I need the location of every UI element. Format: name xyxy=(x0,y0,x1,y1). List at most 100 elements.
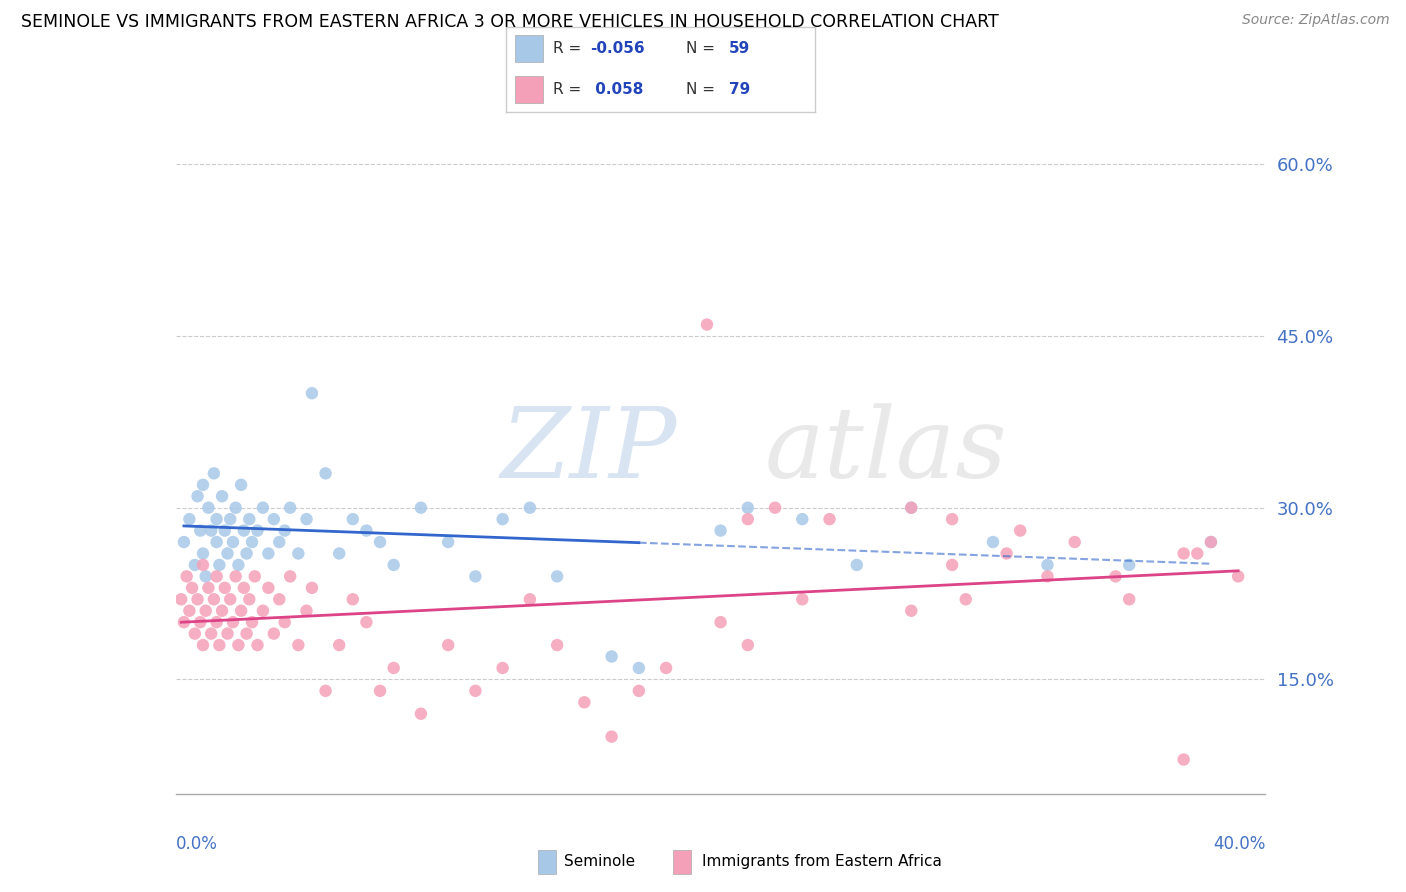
Point xyxy=(217,546,239,561)
Point xyxy=(228,558,250,572)
Point xyxy=(191,558,214,572)
Point xyxy=(941,558,963,572)
Point xyxy=(219,512,242,526)
Text: N =: N = xyxy=(686,82,720,97)
Point xyxy=(1063,535,1085,549)
Point xyxy=(368,535,391,549)
Point xyxy=(191,546,214,561)
Point xyxy=(845,558,868,572)
Point xyxy=(240,615,263,630)
Point xyxy=(955,592,977,607)
Point xyxy=(214,524,236,538)
Point xyxy=(252,500,274,515)
Point xyxy=(211,489,233,503)
Point xyxy=(278,569,301,583)
Point xyxy=(627,683,650,698)
Point xyxy=(382,558,405,572)
Point xyxy=(464,683,486,698)
Point xyxy=(243,569,266,583)
Point xyxy=(287,546,309,561)
Point xyxy=(792,512,814,526)
Point xyxy=(197,500,219,515)
Point xyxy=(1199,535,1222,549)
Point xyxy=(179,512,201,526)
Point xyxy=(269,592,291,607)
Point xyxy=(464,569,486,583)
Point xyxy=(191,638,214,652)
Point xyxy=(600,730,623,744)
Point xyxy=(194,569,217,583)
Point xyxy=(710,524,733,538)
Text: R =: R = xyxy=(553,41,586,56)
Point xyxy=(170,592,193,607)
Point xyxy=(274,524,297,538)
Point xyxy=(205,535,228,549)
Point xyxy=(191,478,214,492)
Point xyxy=(186,592,209,607)
Point xyxy=(184,558,207,572)
Point xyxy=(1187,546,1209,561)
Point xyxy=(225,500,247,515)
Point xyxy=(179,604,201,618)
Point xyxy=(188,615,211,630)
Point xyxy=(763,500,786,515)
Point xyxy=(409,500,432,515)
Text: ZIP: ZIP xyxy=(501,403,678,498)
Point xyxy=(274,615,297,630)
Point xyxy=(238,592,260,607)
Text: 79: 79 xyxy=(728,82,751,97)
Point xyxy=(519,592,541,607)
Point xyxy=(546,569,568,583)
Point xyxy=(342,512,364,526)
Point xyxy=(219,592,242,607)
Point xyxy=(295,604,318,618)
Text: 40.0%: 40.0% xyxy=(1213,835,1265,853)
Point xyxy=(205,512,228,526)
Point xyxy=(278,500,301,515)
Point xyxy=(173,615,195,630)
Point xyxy=(492,661,515,675)
Point xyxy=(257,546,280,561)
Point xyxy=(240,535,263,549)
Point xyxy=(232,524,254,538)
Point xyxy=(328,546,350,561)
Point xyxy=(328,638,350,652)
Point xyxy=(492,512,515,526)
Point xyxy=(1104,569,1126,583)
Point xyxy=(301,386,323,401)
Point xyxy=(737,500,759,515)
Point xyxy=(1199,535,1222,549)
Point xyxy=(235,546,257,561)
Text: R =: R = xyxy=(553,82,586,97)
Point xyxy=(995,546,1018,561)
Point xyxy=(301,581,323,595)
Point xyxy=(200,626,222,640)
Text: N =: N = xyxy=(686,41,720,56)
Text: -0.056: -0.056 xyxy=(589,41,644,56)
Point xyxy=(252,604,274,618)
Point xyxy=(818,512,841,526)
Point xyxy=(546,638,568,652)
Point xyxy=(263,512,285,526)
Point xyxy=(1118,592,1140,607)
Text: 0.058: 0.058 xyxy=(589,82,643,97)
Point xyxy=(211,604,233,618)
Point xyxy=(900,604,922,618)
Point xyxy=(208,638,231,652)
Point xyxy=(231,478,253,492)
Point xyxy=(1173,546,1195,561)
Point xyxy=(1118,558,1140,572)
Point xyxy=(269,535,291,549)
Point xyxy=(315,683,337,698)
Point xyxy=(235,626,257,640)
Point xyxy=(188,524,211,538)
Point xyxy=(710,615,733,630)
Point xyxy=(202,467,225,481)
Point xyxy=(382,661,405,675)
Point xyxy=(222,535,245,549)
Text: 59: 59 xyxy=(728,41,751,56)
Point xyxy=(217,626,239,640)
FancyBboxPatch shape xyxy=(673,850,692,873)
Point xyxy=(315,467,337,481)
Text: Source: ZipAtlas.com: Source: ZipAtlas.com xyxy=(1241,13,1389,28)
